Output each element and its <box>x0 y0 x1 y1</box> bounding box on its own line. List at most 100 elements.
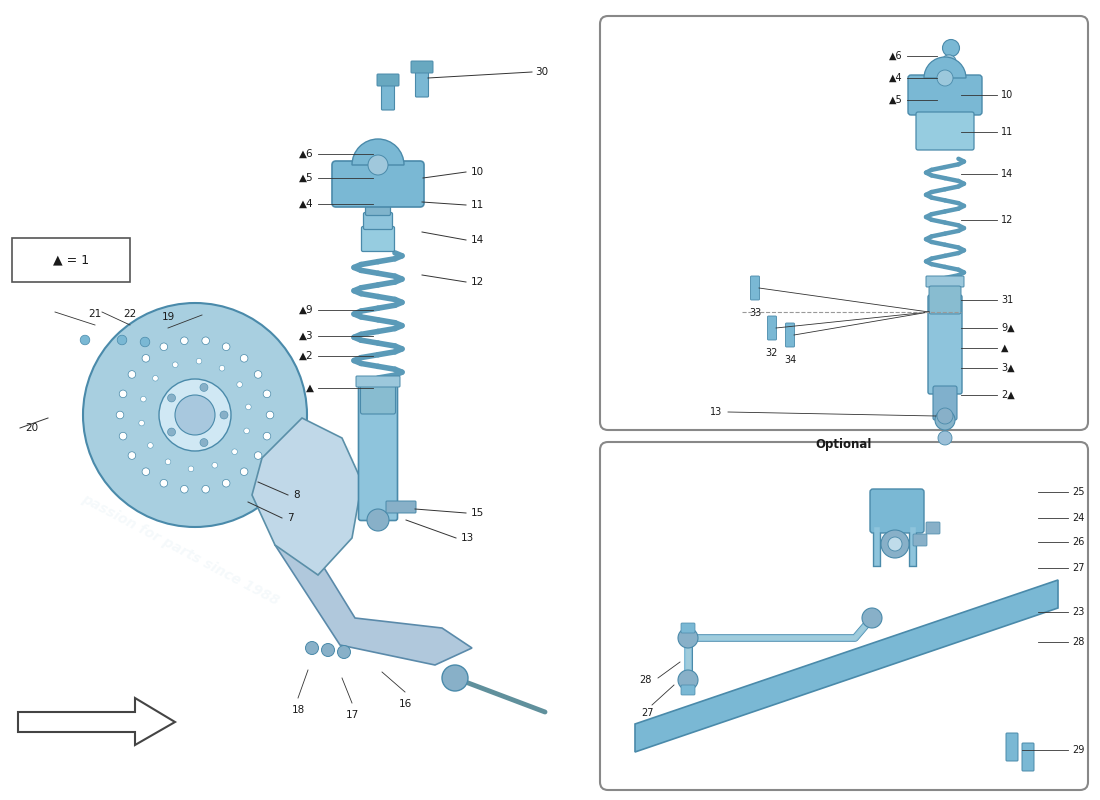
Text: ▲6: ▲6 <box>299 149 314 159</box>
Circle shape <box>160 479 167 487</box>
Text: 34: 34 <box>784 355 796 365</box>
Circle shape <box>188 466 194 472</box>
Circle shape <box>240 354 248 362</box>
Wedge shape <box>924 57 966 78</box>
Circle shape <box>80 335 90 345</box>
Circle shape <box>219 366 224 371</box>
Text: europarts: europarts <box>117 334 383 506</box>
Circle shape <box>82 303 307 527</box>
Circle shape <box>139 420 144 426</box>
Text: 16: 16 <box>398 699 411 709</box>
Circle shape <box>678 670 698 690</box>
Text: 25: 25 <box>1072 487 1085 497</box>
Circle shape <box>937 408 953 424</box>
Circle shape <box>212 462 218 468</box>
FancyBboxPatch shape <box>908 75 982 115</box>
Circle shape <box>367 509 389 531</box>
FancyBboxPatch shape <box>750 276 759 300</box>
Circle shape <box>938 431 952 445</box>
Circle shape <box>175 395 214 435</box>
Circle shape <box>200 438 208 446</box>
FancyBboxPatch shape <box>870 489 924 533</box>
Circle shape <box>173 362 178 367</box>
Text: 20: 20 <box>25 423 39 433</box>
FancyBboxPatch shape <box>377 74 399 86</box>
Circle shape <box>180 486 188 493</box>
Circle shape <box>321 643 334 657</box>
Text: ▲3: ▲3 <box>299 331 314 341</box>
Circle shape <box>160 379 231 451</box>
Circle shape <box>306 642 319 654</box>
Circle shape <box>142 354 150 362</box>
Text: ▲4: ▲4 <box>299 199 314 209</box>
FancyBboxPatch shape <box>416 67 429 97</box>
Circle shape <box>245 404 251 410</box>
Text: ▲: ▲ <box>306 383 313 393</box>
Text: 13: 13 <box>710 407 722 417</box>
Text: 8: 8 <box>293 490 299 500</box>
Circle shape <box>240 468 248 475</box>
Text: 26: 26 <box>1072 537 1085 547</box>
FancyBboxPatch shape <box>386 501 416 513</box>
Circle shape <box>368 155 388 175</box>
Wedge shape <box>352 139 404 165</box>
Circle shape <box>678 628 698 648</box>
Circle shape <box>222 343 230 350</box>
FancyBboxPatch shape <box>933 386 957 420</box>
Text: 15: 15 <box>471 508 484 518</box>
FancyBboxPatch shape <box>930 286 961 314</box>
Text: 14: 14 <box>1001 169 1013 179</box>
Circle shape <box>862 608 882 628</box>
Circle shape <box>220 411 228 419</box>
Circle shape <box>232 449 238 454</box>
FancyBboxPatch shape <box>356 376 400 387</box>
Polygon shape <box>18 698 175 745</box>
Text: ▲5: ▲5 <box>299 173 314 183</box>
FancyBboxPatch shape <box>928 295 962 394</box>
Circle shape <box>147 442 153 448</box>
Text: ▲4: ▲4 <box>890 73 903 83</box>
Polygon shape <box>252 418 362 575</box>
Circle shape <box>263 390 271 398</box>
Circle shape <box>119 432 126 440</box>
Circle shape <box>142 468 150 475</box>
Text: ▲: ▲ <box>1001 343 1009 353</box>
Circle shape <box>263 432 271 440</box>
Circle shape <box>153 375 158 381</box>
Text: 14: 14 <box>471 235 484 245</box>
Circle shape <box>202 337 209 345</box>
Text: 10: 10 <box>1001 90 1013 100</box>
FancyBboxPatch shape <box>913 534 927 546</box>
FancyBboxPatch shape <box>926 276 964 287</box>
Circle shape <box>118 335 127 345</box>
Text: ▲ = 1: ▲ = 1 <box>53 254 89 266</box>
Text: passion for parts since 1988: passion for parts since 1988 <box>698 324 861 416</box>
Text: 2▲: 2▲ <box>1001 390 1014 400</box>
Circle shape <box>937 70 953 86</box>
Text: 29: 29 <box>1072 745 1085 755</box>
Text: Optional: Optional <box>816 438 872 451</box>
Text: 31: 31 <box>1001 295 1013 305</box>
FancyBboxPatch shape <box>362 226 395 251</box>
FancyBboxPatch shape <box>365 202 390 215</box>
Circle shape <box>881 530 909 558</box>
Text: 12: 12 <box>1001 215 1013 225</box>
Polygon shape <box>635 580 1058 752</box>
Polygon shape <box>275 532 472 665</box>
FancyBboxPatch shape <box>382 80 395 110</box>
Text: 9▲: 9▲ <box>1001 323 1014 333</box>
Circle shape <box>160 343 167 350</box>
Text: 21: 21 <box>88 309 101 319</box>
Circle shape <box>196 358 201 364</box>
Text: europarts: europarts <box>716 213 924 347</box>
Circle shape <box>128 452 135 459</box>
Text: 19: 19 <box>162 312 175 322</box>
FancyBboxPatch shape <box>785 323 794 347</box>
Text: 27: 27 <box>641 708 654 718</box>
Text: 32: 32 <box>766 348 778 358</box>
Text: 18: 18 <box>292 705 305 715</box>
FancyBboxPatch shape <box>681 685 695 695</box>
Text: 28: 28 <box>639 675 652 685</box>
FancyBboxPatch shape <box>926 522 940 534</box>
Text: 28: 28 <box>1072 637 1085 647</box>
